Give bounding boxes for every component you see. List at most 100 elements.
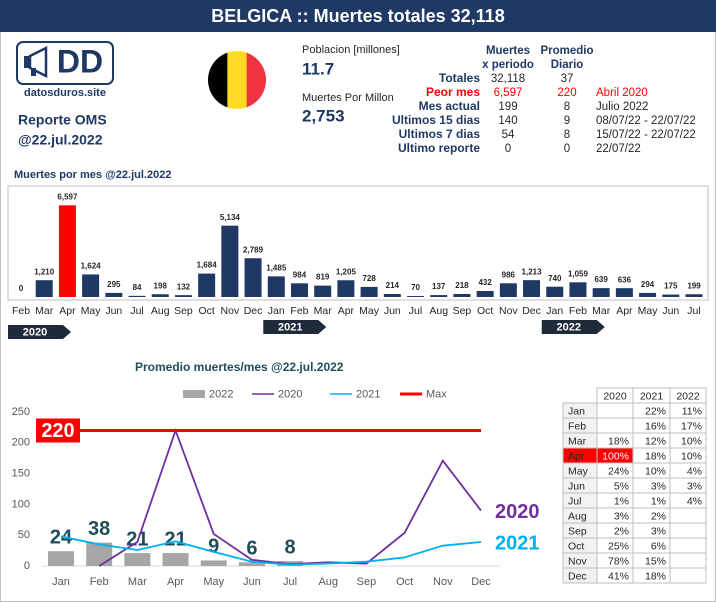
table-value: 3% — [614, 510, 629, 522]
bar-value-label: 728 — [362, 274, 376, 283]
table-value: 16% — [645, 420, 666, 432]
bar-value-label: 639 — [594, 275, 608, 284]
bar — [35, 280, 53, 297]
table-value: 4% — [687, 495, 702, 507]
bar-value-label: 21 — [164, 528, 186, 550]
bar — [200, 560, 227, 566]
stats-label: Peor mes — [426, 85, 480, 99]
bar — [105, 292, 123, 297]
table-cell — [669, 567, 707, 584]
x-tick-label: Nov — [499, 305, 518, 317]
bar — [360, 286, 378, 297]
y-tick-label: 200 — [12, 437, 30, 449]
table-cell — [669, 522, 707, 539]
table-value: 24% — [608, 465, 629, 477]
bar — [430, 295, 448, 297]
stats-total: 140 — [498, 115, 517, 127]
x-tick-label: Jul — [409, 305, 422, 317]
table-value: 10% — [681, 450, 702, 462]
bar — [221, 225, 239, 297]
table-month: Dec — [568, 570, 587, 582]
y-tick-label: 50 — [18, 529, 30, 541]
x-tick-label: Jun — [243, 576, 261, 588]
year-label: 2021 — [278, 321, 302, 333]
bar — [476, 290, 494, 297]
per-million-label: Muertes Por Millon — [302, 92, 394, 104]
bar-value-label: 199 — [687, 281, 701, 290]
table-value: 10% — [645, 465, 666, 477]
x-tick-label: Jun — [105, 305, 122, 317]
series-end-label: 2020 — [495, 501, 540, 523]
stats-daily: 0 — [564, 143, 570, 155]
chart-title: Promedio muertes/mes @22.jul.2022 — [135, 360, 344, 374]
bar-value-label: 984 — [293, 270, 307, 279]
bar-value-label: 84 — [133, 283, 142, 292]
x-tick-label: Nov — [433, 576, 453, 588]
bar-value-label: 295 — [107, 280, 121, 289]
table-value: 1% — [651, 495, 666, 507]
bar — [685, 294, 703, 297]
table-value: 3% — [651, 480, 666, 492]
y-tick-label: 100 — [12, 498, 30, 510]
flag-stripe — [246, 51, 266, 109]
table-value: 18% — [645, 570, 666, 582]
year-label: 2020 — [23, 326, 47, 338]
x-tick-label: Jan — [52, 576, 70, 588]
table-value: 3% — [651, 525, 666, 537]
x-tick-label: Feb — [290, 305, 308, 317]
year-marker — [8, 325, 71, 339]
bar — [58, 205, 76, 297]
table-value: 25% — [608, 540, 629, 552]
year-label: 2022 — [557, 321, 581, 333]
table-month: Sep — [568, 525, 587, 537]
x-tick-label: May — [638, 305, 659, 317]
bar-value-label: 0 — [19, 284, 24, 293]
x-tick-label: Feb — [12, 305, 30, 317]
stats-period: Julio 2022 — [596, 101, 648, 113]
table-value: 78% — [608, 555, 629, 567]
bar — [314, 285, 332, 297]
bar — [615, 288, 633, 297]
table-value: 2% — [651, 510, 666, 522]
stats-period: 22/07/22 — [596, 143, 641, 155]
year-marker — [541, 320, 605, 334]
bar — [151, 294, 169, 297]
bar-value-label: 38 — [88, 518, 110, 540]
per-million-value: 2,753 — [302, 106, 345, 125]
table-value: 17% — [681, 420, 702, 432]
stats-daily: 9 — [564, 115, 570, 127]
x-tick-label: Feb — [569, 305, 587, 317]
bar — [569, 282, 587, 297]
bar — [337, 280, 355, 297]
table-header: 2022 — [676, 390, 700, 402]
bar-value-label: 1,684 — [197, 261, 218, 270]
stats-daily: 220 — [557, 87, 576, 99]
x-tick-label: Oct — [198, 305, 214, 317]
bar-value-label: 6 — [246, 538, 257, 560]
bar-value-label: 986 — [502, 270, 516, 279]
table-value: 4% — [687, 465, 702, 477]
x-tick-label: May — [203, 576, 224, 588]
x-tick-label: Jul — [687, 305, 700, 317]
stats-total: 6,597 — [494, 87, 523, 99]
x-tick-label: Apr — [616, 305, 633, 317]
x-tick-label: Aug — [429, 305, 448, 317]
x-tick-label: Apr — [338, 305, 355, 317]
bar-value-label: 198 — [154, 281, 168, 290]
x-tick-label: Jul — [283, 576, 297, 588]
x-tick-label: May — [81, 305, 102, 317]
table-month: Mar — [568, 435, 587, 447]
bar — [499, 283, 517, 297]
logo-text: DD — [57, 43, 103, 79]
x-tick-label: Mar — [35, 305, 54, 317]
flag-stripe — [208, 51, 228, 109]
table-cell — [596, 402, 634, 419]
bar-value-label: 24 — [50, 526, 73, 548]
table-month: Jun — [568, 480, 585, 492]
x-tick-label: Sep — [174, 305, 193, 317]
table-cell — [596, 417, 634, 434]
legend-label: 2020 — [278, 388, 302, 400]
logo-site: datosduros.site — [24, 87, 106, 99]
x-tick-label: Aug — [151, 305, 170, 317]
